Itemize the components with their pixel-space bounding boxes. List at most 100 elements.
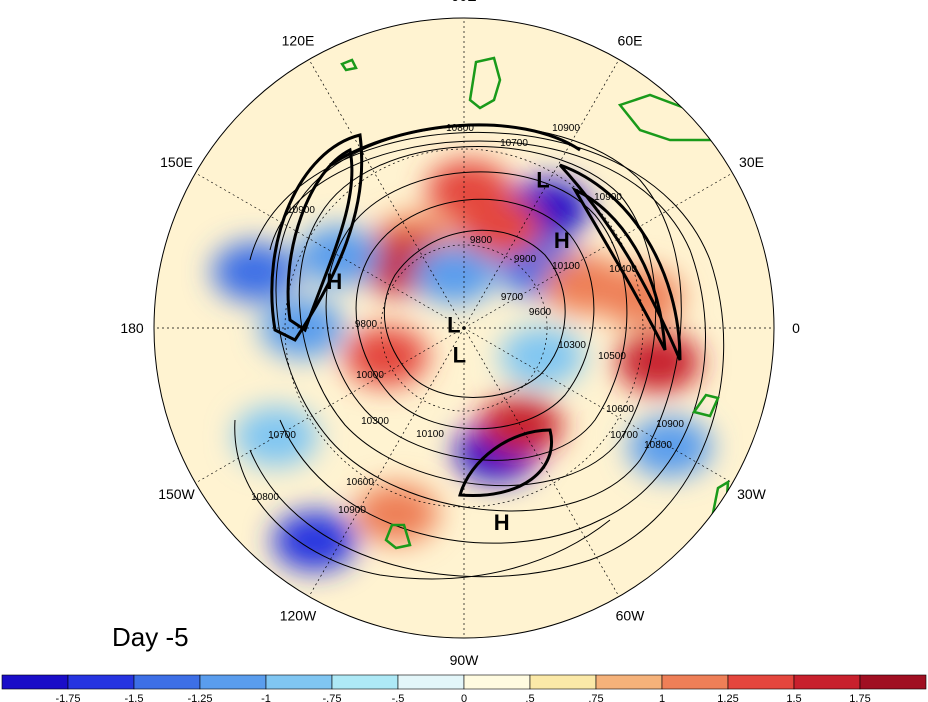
contour-label: 10900 [594,192,622,203]
contour-line [325,171,628,461]
colorbar-swatch [1,674,69,690]
contour-label: 9800 [355,319,378,330]
longitude-label: 90W [450,652,480,668]
lat-lon-grid [154,18,774,638]
meridian-line [308,327,465,597]
colorbar-tick-label: -1 [261,693,271,702]
meridian-line [195,172,465,329]
colorbar-tick-label: -.75 [323,693,342,702]
colorbar-tick-label: 1.5 [786,693,801,702]
colorbar-swatch [463,674,531,690]
contour-label: 10900 [656,419,684,430]
parallel-line [380,244,548,412]
anomaly-blob [354,483,439,544]
contour-label: 10800 [644,440,672,451]
contour-label: 10600 [346,477,374,488]
meridian-line [463,59,620,329]
longitude-label: 180 [120,320,144,336]
colorbar-swatch [199,674,267,690]
colorbar-tick-label: -.5 [392,693,405,702]
colorbar-tick-label: -1.25 [187,693,212,702]
colorbar-tick-label: -1.75 [55,693,80,702]
colorbar-swatch [265,674,333,690]
meridian-line [308,59,465,329]
colorbar-swatch [67,674,135,690]
pressure-center-label: H [494,510,510,535]
pressure-center-label: L [536,167,549,192]
longitude-label: 0 [792,320,800,336]
contour-label: 10300 [558,340,586,351]
contour-label: 9900 [514,254,537,265]
colorbar-tick-label: .75 [588,693,603,702]
longitude-labels: 90E 60E 30E 0 30W 60W 90W 120W 150W 180 150E 120E [120,0,800,668]
colorbar-swatch [793,674,861,690]
longitude-label: 30E [739,154,764,170]
contour-label: 10400 [609,264,637,275]
contour-label: 10900 [287,205,315,216]
jet-arc-north [329,123,581,167]
contour-label: 10500 [598,351,626,362]
meridian-line [463,327,733,484]
longitude-label: 60E [618,32,643,48]
contour-label: 10600 [606,404,634,415]
parallel-line [284,148,644,508]
colorbar-swatch [397,674,465,690]
pressure-center-label: L [453,343,466,368]
anomaly-blob [212,241,297,302]
contour-line [234,419,611,580]
meridian-line [463,172,733,329]
longitude-label: 60W [616,608,646,624]
anomaly-blob [478,395,563,456]
colorbar-swatch [661,674,729,690]
colorbar-swatch [529,674,597,690]
anomaly-blob [272,511,357,572]
anomaly-blob [426,160,511,221]
contour-line [249,131,725,578]
anomaly-blob [412,244,497,305]
significance-contour [691,393,720,418]
colorbar-swatch [859,674,927,690]
contour-label: 10900 [338,505,366,516]
contour-label: 9600 [529,307,552,318]
anomaly-blob [296,225,381,286]
contour-line [298,146,657,486]
contour-label: 10000 [356,370,384,381]
longitude-label: 90E [452,0,477,4]
significance-contour [340,58,358,72]
colorbar-tick-label: 1.25 [717,693,738,702]
contour-label: 9800 [470,235,493,246]
colorbar-tick-label: .5 [525,693,534,702]
colorbar-tick-label: 0 [461,693,467,702]
contour-line [269,140,707,544]
contour-labels: 10800 10700 10900 10900 9800 9900 10100 10400 10… [251,123,684,516]
longitude-label: 30W [737,486,767,502]
contour-label: 10900 [552,123,580,134]
ridge-contour-west [286,147,354,333]
colorbar-swatch [595,674,663,690]
day-label: Day -5 [112,622,189,652]
contour-label: 10100 [552,261,580,272]
colorbar: -1.75 -1.5 -1.25 -1 -.75 -.5 0 .5 .75 1 1.25 1.5 1.7… [1,674,927,702]
anomaly-blob [542,254,627,315]
trough-contour-atlantic [458,428,553,498]
longitude-label: 150W [158,486,195,502]
contour-line [383,229,566,398]
contour-label: 10100 [416,429,444,440]
anomaly-blob [500,326,585,387]
contour-label: 10800 [446,123,474,134]
longitude-label: 120W [280,608,317,624]
significance-contour [468,56,502,110]
contour-label: 10700 [500,138,528,149]
contour-label: 10700 [268,430,296,441]
contour-label: 9700 [501,292,524,303]
longitude-label: 120E [282,32,315,48]
colorbar-swatch [727,674,795,690]
meridian-line [195,327,465,484]
significance-contour [384,523,412,550]
pressure-center-label: L [447,312,460,337]
anomaly-blob [616,332,701,393]
pressure-center-label: H [326,269,342,294]
colorbar-swatch [331,674,399,690]
